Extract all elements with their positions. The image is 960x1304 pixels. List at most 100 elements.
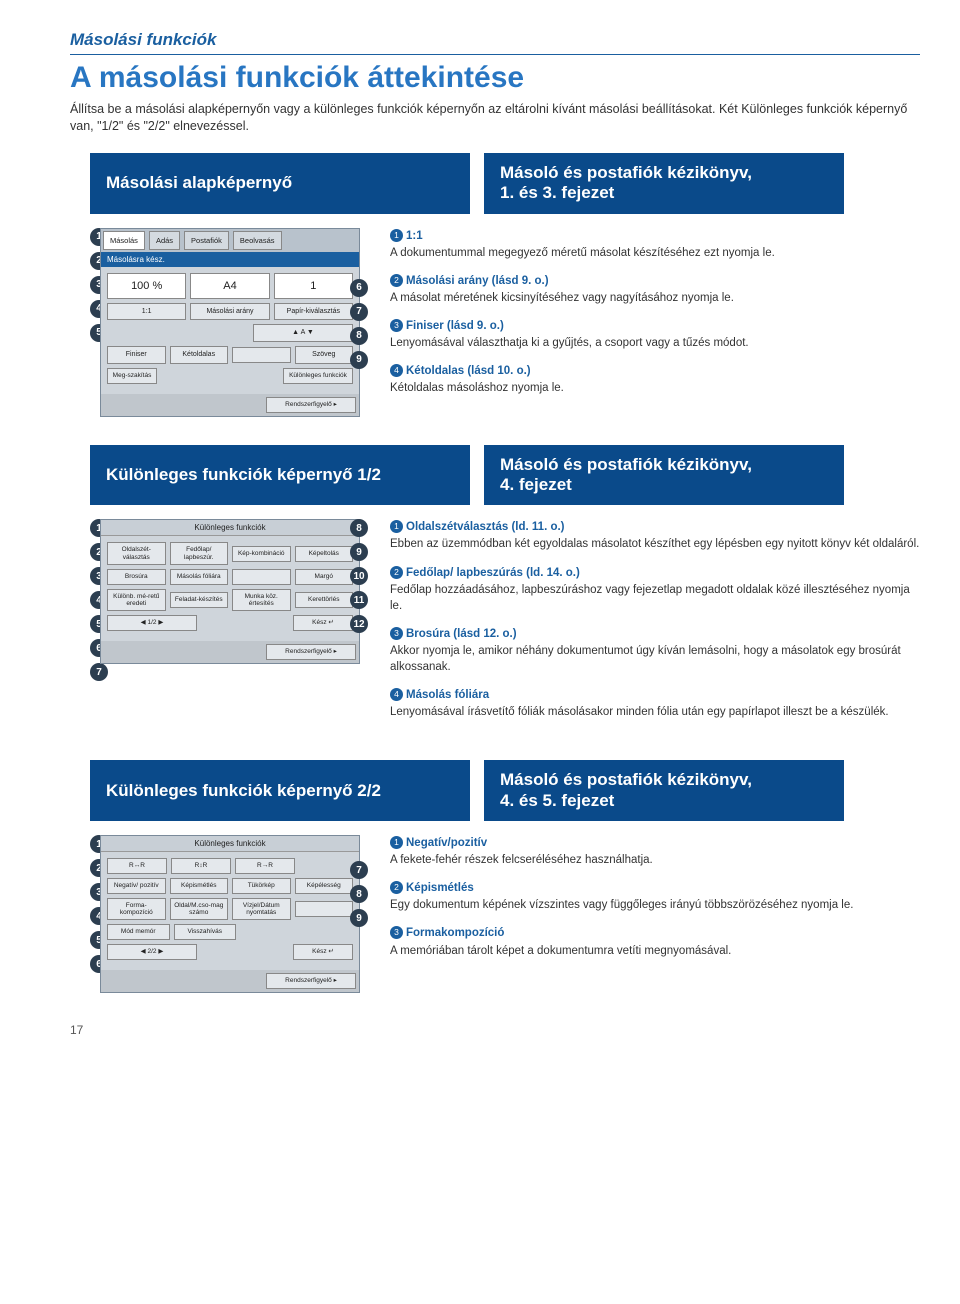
desc-item: 3Finiser (lásd 9. o.) Lenyomásával válas… (390, 318, 920, 351)
desc-item: 1Oldalszétválasztás (ld. 11. o.) Ebben a… (390, 519, 920, 552)
desc-title: Másolási arány (lásd 9. o.) (406, 275, 549, 287)
callout: 7 (350, 303, 368, 321)
desc-text: Egy dokumentum képének vízszintes vagy f… (390, 897, 920, 913)
desc-item: 2Másolási arány (lásd 9. o.) A másolat m… (390, 273, 920, 306)
desc-item: 3Formakompozíció A memóriában tárolt kép… (390, 925, 920, 958)
callout: 12 (350, 615, 368, 633)
section-ref: Másoló és postafiók kézikönyv, 4. fejeze… (484, 445, 844, 506)
done-btn[interactable]: Kész ↵ (293, 615, 353, 631)
btn-text[interactable]: Szöveg (295, 346, 354, 364)
grid-btn[interactable]: Tükörkép (232, 878, 291, 894)
desc-title: Fedőlap/ lapbeszúrás (ld. 14. o.) (406, 567, 580, 579)
intro-text: Állítsa be a másolási alapképernyőn vagy… (70, 101, 920, 135)
desc-title: Negatív/pozitív (406, 837, 487, 849)
grid-btn[interactable]: Vízjel/Dátum nyomtatás (232, 898, 291, 920)
page-title: A másolási funkciók áttekintése (70, 61, 920, 95)
grid-btn[interactable]: Kerettörlés (295, 592, 354, 608)
grid-btn[interactable] (232, 569, 291, 585)
callout: 7 (90, 663, 108, 681)
scr-tab[interactable]: Másolás (103, 231, 145, 250)
grid-btn[interactable] (295, 901, 354, 917)
bullet-icon: 4 (390, 364, 403, 377)
right-callouts: 8 9 10 11 12 (350, 519, 368, 633)
desc-text: A másolat méretének kicsinyítéséhez vagy… (390, 290, 920, 306)
btn-11[interactable]: 1:1 (107, 303, 186, 321)
section-special-22: Különleges funkciók képernyő 2/2 Másoló … (70, 760, 920, 993)
section-ref: Másoló és postafiók kézikönyv, 4. és 5. … (484, 760, 844, 821)
grid-btn[interactable]: Különb. mé-retű eredeti (107, 589, 166, 611)
nav[interactable]: ◀ 2/2 ▶ (107, 944, 197, 960)
paginator[interactable]: ▲ A ▼ (253, 324, 353, 342)
bullet-icon: 3 (390, 627, 403, 640)
grid-btn[interactable]: Visszahívás (174, 924, 237, 940)
section-ref: Másoló és postafiók kézikönyv, 1. és 3. … (484, 153, 844, 214)
btn-sysmon[interactable]: Rendszerfigyelő ▸ (266, 973, 356, 989)
grid-btn[interactable]: Negatív/ pozitív (107, 878, 166, 894)
desc-item: 4Másolás fóliára Lenyomásával írásvetítő… (390, 687, 920, 720)
bullet-icon: 1 (390, 836, 403, 849)
callout: 9 (350, 351, 368, 369)
scr-status: Másolásra kész. (101, 252, 359, 267)
scr-tab[interactable]: Postafiók (184, 231, 229, 250)
grid-btn[interactable]: Forma-kompozíció (107, 898, 166, 920)
bullet-icon: 4 (390, 688, 403, 701)
bullet-icon: 1 (390, 520, 403, 533)
grid-btn[interactable]: Oldal/M.cso-mag számo (170, 898, 229, 920)
callout: 8 (350, 885, 368, 903)
grid-btn[interactable]: Feladat-készítés (170, 592, 229, 608)
desc-title: Képismétlés (406, 882, 474, 894)
nav[interactable]: ◀ 1/2 ▶ (107, 615, 197, 631)
btn-sysmon[interactable]: Rendszerfigyelő ▸ (266, 644, 356, 660)
grid-btn[interactable]: Munka köz. értesítés (232, 589, 291, 611)
callout: 7 (350, 861, 368, 879)
desc-item: 4Kétoldalas (lásd 10. o.) Kétoldalas más… (390, 363, 920, 396)
callout: 6 (350, 279, 368, 297)
zoom-display: 100 % (107, 273, 186, 299)
desc-title: Másolás fóliára (406, 689, 489, 701)
callout: 11 (350, 591, 368, 609)
callout: 9 (350, 543, 368, 561)
btn-sysmon[interactable]: Rendszerfigyelő ▸ (266, 397, 356, 413)
callout: 8 (350, 327, 368, 345)
scr-tab[interactable]: Beolvasás (233, 231, 282, 250)
btn-special[interactable]: Különleges funkciók (283, 368, 353, 384)
btn-interrupt[interactable]: Meg-szakítás (107, 368, 157, 384)
grid-btn[interactable]: Másolás fóliára (170, 569, 229, 585)
btn-ratio[interactable]: Másolási arány (190, 303, 269, 321)
section-basic-screen: Másolási alapképernyő Másoló és postafió… (70, 153, 920, 417)
btn-paper[interactable]: Papír-kiválasztás (274, 303, 353, 321)
grid-btn[interactable]: Fedőlap/ lapbeszúr. (170, 542, 229, 564)
section-special-12: Különleges funkciók képernyő 1/2 Másoló … (70, 445, 920, 733)
desc-list: 1Negatív/pozitív A fekete-fehér részek f… (390, 835, 920, 971)
paper-display: A4 (190, 273, 269, 299)
bullet-icon: 2 (390, 881, 403, 894)
grid-btn[interactable]: Képeltolás (295, 546, 354, 562)
desc-text: Fedőlap hozzáadásához, lapbeszúráshoz va… (390, 582, 920, 614)
grid-btn[interactable]: Oldalszét-választás (107, 542, 166, 564)
scr-header: Különleges funkciók (101, 836, 359, 852)
desc-text: A fekete-fehér részek felcseréléséhez ha… (390, 852, 920, 868)
callout: 9 (350, 909, 368, 927)
btn-blank[interactable] (232, 347, 291, 363)
desc-text: Lenyomásával írásvetítő fóliák másolásak… (390, 704, 920, 720)
bullet-icon: 1 (390, 229, 403, 242)
section-title: Különleges funkciók képernyő 1/2 (90, 445, 470, 506)
grid-btn[interactable]: Képélesség (295, 878, 354, 894)
callout: 8 (350, 519, 368, 537)
screenshot-special-12: Különleges funkciók Oldalszét-választás … (100, 519, 360, 664)
desc-title: Kétoldalas (lásd 10. o.) (406, 365, 531, 377)
btn-duplex[interactable]: Kétoldalas (170, 346, 229, 364)
grid-btn[interactable]: Képismétlés (170, 878, 229, 894)
grid-btn[interactable]: Kép-kombináció (232, 546, 291, 562)
grid-btn[interactable]: Margó (295, 569, 354, 585)
done-btn[interactable]: Kész ↵ (293, 944, 353, 960)
btn-finiser[interactable]: Finiser (107, 346, 166, 364)
desc-item: 3Brosúra (lásd 12. o.) Akkor nyomja le, … (390, 626, 920, 675)
grid-btn[interactable]: Mód memór (107, 924, 170, 940)
desc-title: Finiser (lásd 9. o.) (406, 320, 504, 332)
desc-text: Ebben az üzemmódban két egyoldalas másol… (390, 536, 920, 552)
scr-tab[interactable]: Adás (149, 231, 180, 250)
desc-title: Oldalszétválasztás (ld. 11. o.) (406, 521, 565, 533)
grid-btn[interactable]: Brosúra (107, 569, 166, 585)
icon-btn: R↔R (107, 858, 167, 874)
